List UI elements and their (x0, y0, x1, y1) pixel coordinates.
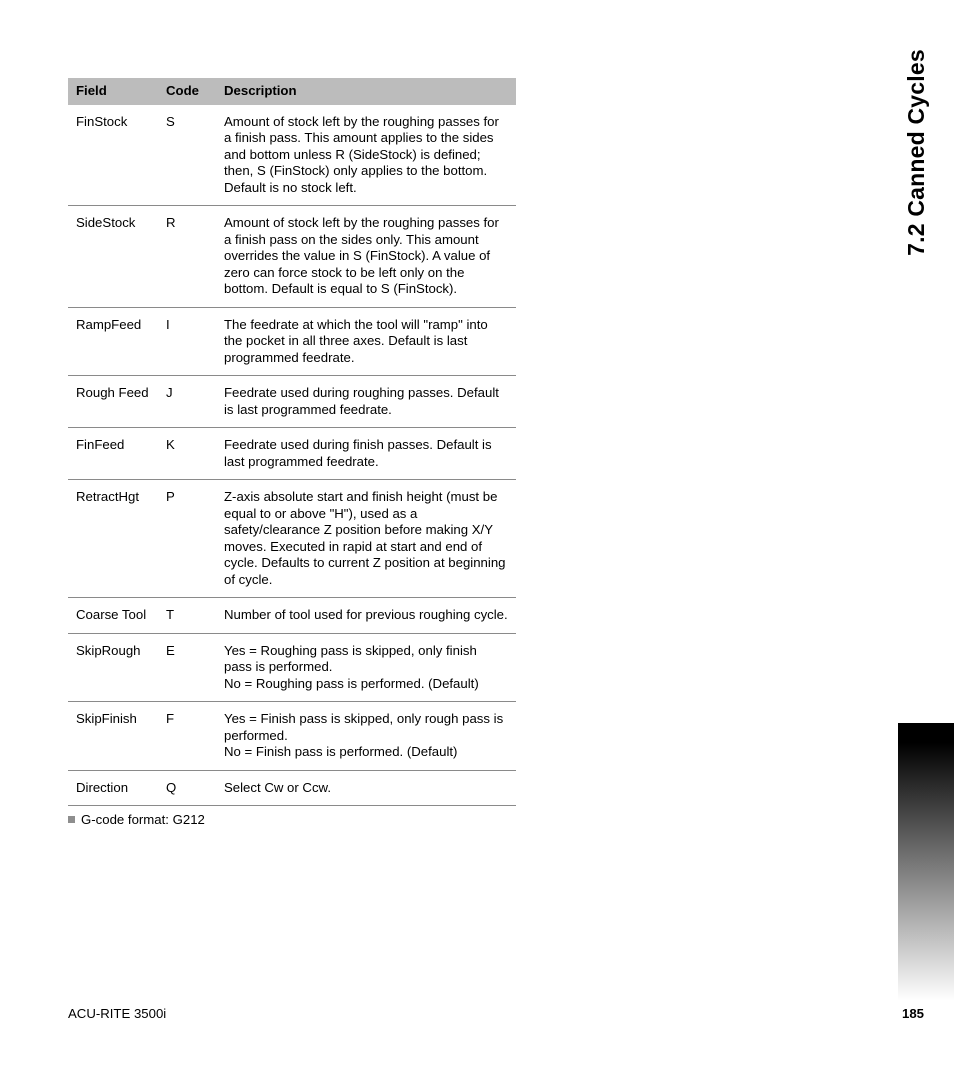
cell-field: RetractHgt (68, 480, 158, 598)
cell-field: Coarse Tool (68, 598, 158, 634)
parameters-table-wrap: Field Code Description FinStockSAmount o… (68, 78, 516, 806)
table-row: SideStockRAmount of stock left by the ro… (68, 206, 516, 308)
cell-code: P (158, 480, 216, 598)
cell-description: Select Cw or Ccw. (216, 770, 516, 806)
bullet-icon (68, 816, 75, 823)
cell-code: R (158, 206, 216, 308)
cell-code: F (158, 702, 216, 771)
parameters-table: Field Code Description FinStockSAmount o… (68, 78, 516, 806)
footer-page-number: 185 (902, 1006, 924, 1021)
cell-code: Q (158, 770, 216, 806)
cell-field: Direction (68, 770, 158, 806)
cell-description: Number of tool used for previous roughin… (216, 598, 516, 634)
cell-description: Yes = Finish pass is skipped, only rough… (216, 702, 516, 771)
cell-description: Feedrate used during roughing passes. De… (216, 376, 516, 428)
gcode-note: G-code format: G212 (68, 812, 205, 827)
cell-description: Amount of stock left by the roughing pas… (216, 206, 516, 308)
cell-description: Amount of stock left by the roughing pas… (216, 105, 516, 206)
gcode-note-text: G-code format: G212 (81, 812, 205, 827)
cell-field: FinStock (68, 105, 158, 206)
col-header-desc: Description (216, 78, 516, 105)
thumb-index-gradient (898, 723, 954, 1001)
cell-description: Z-axis absolute start and finish height … (216, 480, 516, 598)
table-row: DirectionQSelect Cw or Ccw. (68, 770, 516, 806)
page: 7.2 Canned Cycles Field Code Description… (0, 0, 954, 1091)
table-row: FinStockSAmount of stock left by the rou… (68, 105, 516, 206)
table-row: SkipFinishFYes = Finish pass is skipped,… (68, 702, 516, 771)
cell-field: SideStock (68, 206, 158, 308)
cell-field: RampFeed (68, 307, 158, 376)
cell-description: Yes = Roughing pass is skipped, only fin… (216, 633, 516, 702)
table-body: FinStockSAmount of stock left by the rou… (68, 105, 516, 806)
cell-code: K (158, 428, 216, 480)
table-row: RampFeedIThe feedrate at which the tool … (68, 307, 516, 376)
cell-description: Feedrate used during finish passes. Defa… (216, 428, 516, 480)
col-header-field: Field (68, 78, 158, 105)
page-footer: ACU-RITE 3500i 185 (68, 1006, 924, 1021)
cell-description: The feedrate at which the tool will "ram… (216, 307, 516, 376)
cell-code: T (158, 598, 216, 634)
table-row: RetractHgtPZ-axis absolute start and fin… (68, 480, 516, 598)
cell-code: E (158, 633, 216, 702)
cell-field: SkipRough (68, 633, 158, 702)
section-tab: 7.2 Canned Cycles (896, 35, 936, 270)
col-header-code: Code (158, 78, 216, 105)
table-row: SkipRoughEYes = Roughing pass is skipped… (68, 633, 516, 702)
cell-field: Rough Feed (68, 376, 158, 428)
cell-code: S (158, 105, 216, 206)
cell-code: I (158, 307, 216, 376)
table-row: FinFeedKFeedrate used during finish pass… (68, 428, 516, 480)
cell-field: FinFeed (68, 428, 158, 480)
table-header-row: Field Code Description (68, 78, 516, 105)
table-row: Rough FeedJFeedrate used during roughing… (68, 376, 516, 428)
section-tab-label: 7.2 Canned Cycles (903, 49, 930, 256)
footer-product: ACU-RITE 3500i (68, 1006, 166, 1021)
cell-field: SkipFinish (68, 702, 158, 771)
table-row: Coarse ToolTNumber of tool used for prev… (68, 598, 516, 634)
cell-code: J (158, 376, 216, 428)
